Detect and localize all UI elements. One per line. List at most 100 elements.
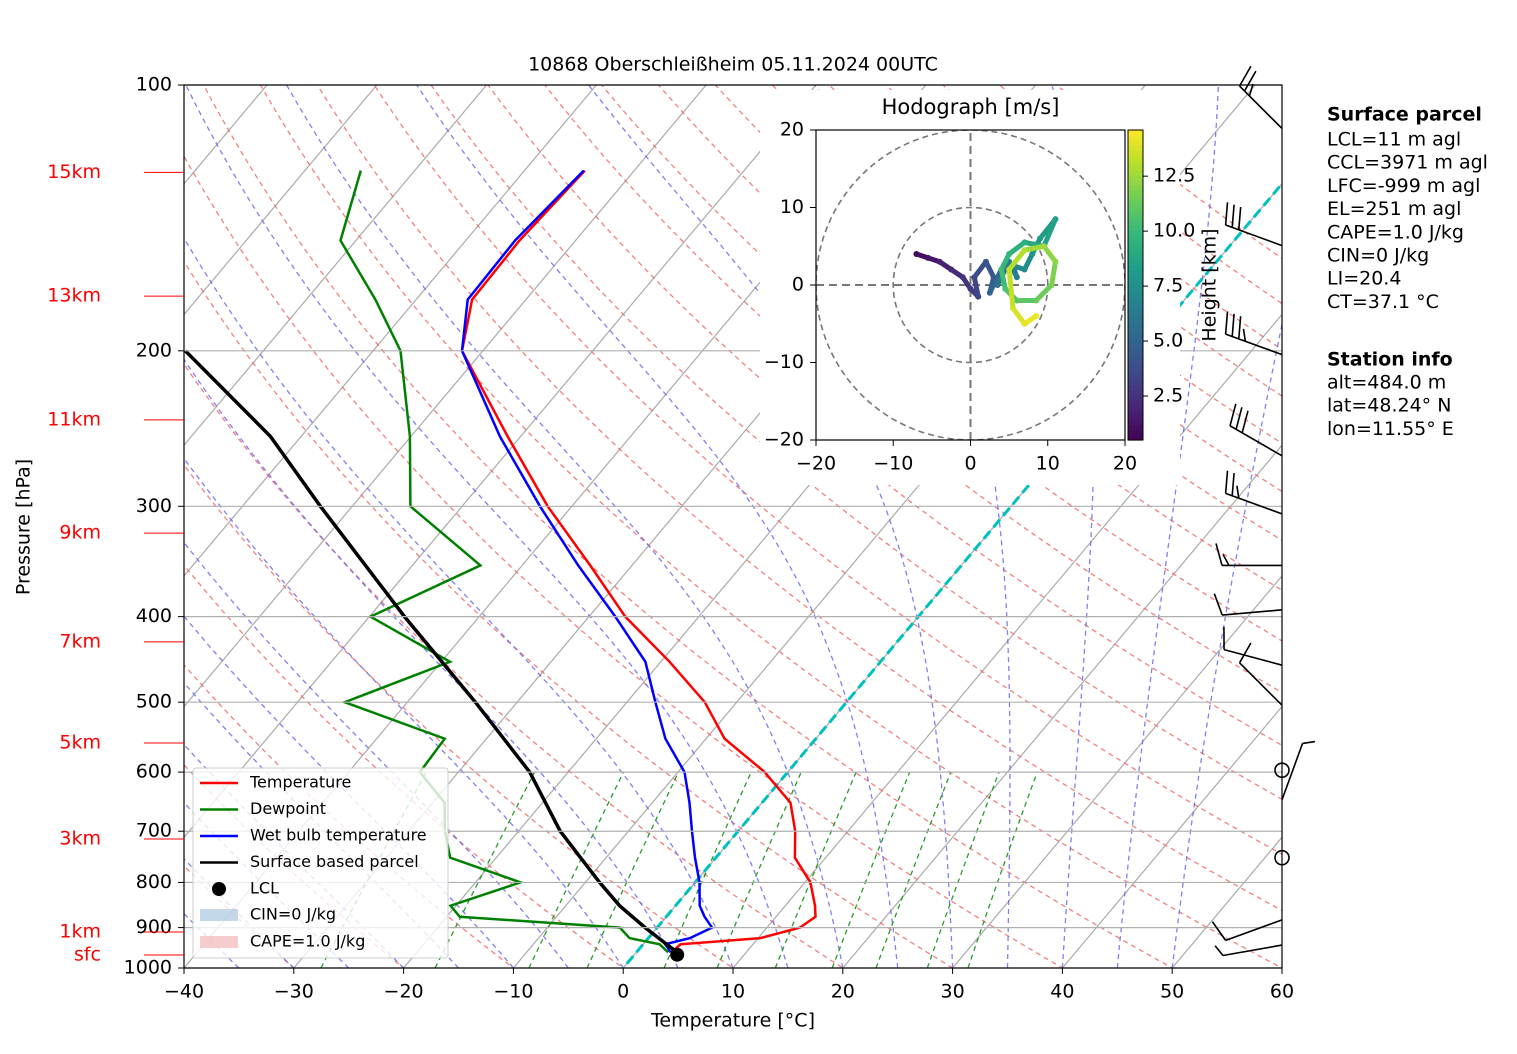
x-tick-label: −20 — [384, 981, 424, 1003]
legend-label: Temperature — [249, 773, 351, 792]
height-label: 15km — [47, 161, 101, 183]
colorbar-cell — [1128, 355, 1143, 361]
colorbar-cell — [1128, 420, 1143, 426]
y-tick-label: 10 — [780, 196, 804, 218]
colorbar-cell — [1128, 390, 1143, 396]
info-line: LI=20.4 — [1327, 268, 1401, 290]
isotherm — [184, 85, 378, 316]
colorbar-tick-label: 5.0 — [1153, 330, 1183, 352]
colorbar-cell — [1128, 310, 1143, 316]
height-label: 9km — [59, 522, 101, 544]
y-axis-label: Pressure [hPa] — [13, 459, 35, 595]
info-line: LFC=-999 m agl — [1327, 175, 1480, 197]
isotherm — [184, 85, 707, 708]
wind-barb — [1225, 919, 1283, 942]
y-tick-label: 900 — [136, 916, 172, 938]
y-tick-label: 20 — [780, 119, 804, 141]
hodograph-segment — [1041, 216, 1058, 249]
colorbar-cell — [1128, 330, 1143, 336]
wind-barb — [1239, 662, 1283, 706]
dry-adiabat — [184, 564, 625, 968]
info-line: LCL=11 m agl — [1327, 129, 1461, 151]
wind-barb-flag — [1215, 543, 1223, 566]
legend-swatch — [200, 909, 238, 921]
moist-adiabat — [416, 85, 899, 968]
isotherm — [842, 444, 1282, 968]
wind-barb-flag — [1222, 554, 1230, 566]
dry-adiabat — [184, 260, 954, 968]
colorbar-cell — [1128, 160, 1143, 166]
height-label: 13km — [47, 285, 101, 307]
wind-barb-flag — [1211, 921, 1227, 941]
wind-barb-flag — [1238, 642, 1252, 664]
hodograph-segment — [998, 267, 1008, 292]
isotherm — [732, 313, 1282, 968]
colorbar-cell — [1128, 305, 1143, 311]
y-tick-label: 0 — [792, 274, 804, 296]
colorbar-cell — [1128, 235, 1143, 241]
colorbar-cell — [1128, 200, 1143, 206]
colorbar-cell — [1128, 345, 1143, 351]
colorbar-cell — [1128, 130, 1143, 136]
legend-label: Surface based parcel — [250, 852, 419, 871]
dry-adiabat — [184, 154, 1064, 968]
x-tick-label: −30 — [274, 981, 314, 1003]
x-tick-label: −10 — [493, 981, 533, 1003]
colorbar-cell — [1128, 360, 1143, 366]
colorbar-cell — [1128, 315, 1143, 321]
colorbar-tick-label: 12.5 — [1153, 165, 1195, 187]
hodograph-segment — [1010, 305, 1028, 327]
colorbar-cell — [1128, 400, 1143, 406]
colorbar-cell — [1128, 415, 1143, 421]
colorbar-cell — [1128, 220, 1143, 226]
y-tick-label: 300 — [136, 495, 172, 517]
wind-barb-flag — [1302, 740, 1316, 745]
moist-adiabat — [184, 237, 734, 968]
wind-barb-flag — [1236, 485, 1240, 499]
x-tick-label: 10 — [1036, 453, 1060, 475]
height-label: 5km — [59, 731, 101, 753]
colorbar-cell — [1128, 375, 1143, 381]
y-tick-label: 100 — [136, 74, 172, 96]
x-tick-label: 60 — [1270, 981, 1294, 1003]
x-tick-label: −40 — [164, 981, 204, 1003]
colorbar-cell — [1128, 325, 1143, 331]
wind-barb — [1225, 333, 1283, 356]
moist-adiabat — [185, 85, 789, 968]
isotherm — [184, 85, 488, 447]
colorbar-cell — [1128, 245, 1143, 251]
hodograph-segment — [1006, 247, 1028, 272]
colorbar-cell — [1128, 265, 1143, 271]
dry-adiabat — [259, 85, 1282, 968]
wind-barb-flag — [1238, 65, 1252, 87]
colorbar-cell — [1128, 190, 1143, 196]
wind-barb — [1225, 492, 1283, 515]
colorbar-cell — [1128, 365, 1143, 371]
colorbar-cell — [1128, 410, 1143, 416]
colorbar-tick-label: 7.5 — [1153, 275, 1183, 297]
dry-adiabat — [184, 663, 515, 968]
colorbar-cell — [1128, 140, 1143, 146]
colorbar-cell — [1128, 205, 1143, 211]
wind-barb-flag — [1213, 593, 1223, 616]
colorbar-cell — [1128, 230, 1143, 236]
x-tick-label: 0 — [964, 453, 976, 475]
x-tick-label: 10 — [721, 981, 745, 1003]
hodograph-segment — [1033, 282, 1055, 303]
wind-barb — [1229, 425, 1283, 457]
height-label: 7km — [59, 630, 101, 652]
wind-barb — [1225, 224, 1283, 247]
x-tick-label: −10 — [873, 453, 913, 475]
colorbar-cell — [1128, 370, 1143, 376]
wind-barb-flag — [1224, 311, 1229, 335]
wind-barb-flag — [1214, 945, 1224, 957]
colorbar-cell — [1128, 255, 1143, 261]
wind-barb-calm — [1274, 762, 1290, 778]
dry-adiabat — [202, 85, 1174, 968]
wind-barb — [1223, 648, 1283, 666]
legend-swatch — [212, 882, 226, 896]
hodograph-segment — [1022, 243, 1047, 253]
